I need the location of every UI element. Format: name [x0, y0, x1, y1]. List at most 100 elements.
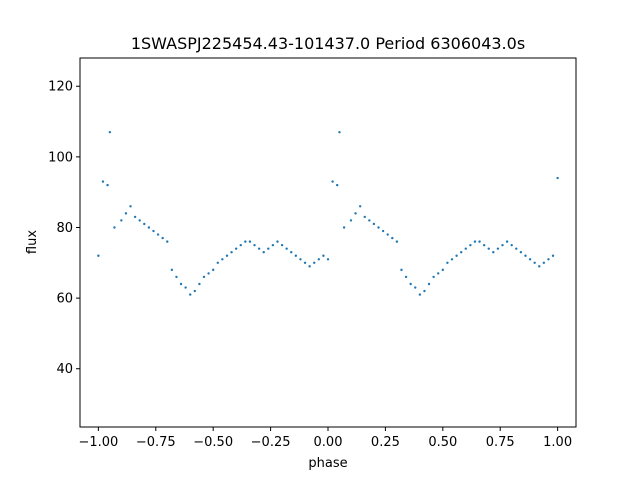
- x-tick-label: −1.00: [78, 435, 118, 450]
- data-point: [166, 240, 169, 243]
- data-point: [138, 219, 141, 222]
- data-point: [276, 240, 279, 243]
- x-tick-label: −0.50: [193, 435, 233, 450]
- data-point: [473, 240, 477, 243]
- x-tick-label: −0.25: [251, 435, 291, 450]
- data-point: [400, 268, 403, 272]
- data-point: [179, 282, 183, 286]
- data-point: [381, 229, 385, 233]
- data-point: [207, 272, 210, 275]
- x-tick-label: 0.50: [428, 435, 457, 450]
- data-point: [354, 212, 357, 215]
- data-point: [432, 275, 435, 279]
- data-point: [423, 289, 426, 293]
- data-point: [313, 261, 316, 265]
- x-tick-label: 0.75: [486, 435, 515, 450]
- data-point: [496, 247, 500, 250]
- data-point: [519, 251, 523, 254]
- data-point: [335, 183, 339, 187]
- data-point: [285, 247, 288, 250]
- data-point: [234, 247, 238, 250]
- data-point: [427, 282, 431, 286]
- data-point: [386, 233, 389, 236]
- data-point: [492, 251, 495, 254]
- data-point: [487, 247, 490, 250]
- data-point: [267, 247, 270, 250]
- data-point: [253, 243, 256, 247]
- x-tick-label: −0.75: [136, 435, 176, 450]
- chart-title: 1SWASPJ225454.43-101437.0 Period 6306043…: [131, 34, 525, 53]
- data-point: [418, 293, 422, 296]
- data-point: [299, 258, 302, 261]
- data-point: [271, 243, 275, 247]
- x-axis-label: phase: [308, 456, 347, 471]
- scatter-points: [97, 130, 559, 296]
- data-point: [450, 258, 454, 261]
- data-point: [101, 180, 105, 183]
- data-point: [129, 205, 132, 208]
- data-point: [113, 226, 116, 229]
- data-point: [441, 268, 445, 272]
- data-point: [198, 282, 201, 286]
- data-point: [216, 261, 219, 265]
- data-point: [459, 251, 463, 254]
- data-point: [202, 275, 206, 279]
- data-point: [551, 254, 555, 257]
- data-point: [372, 222, 376, 226]
- data-point: [308, 265, 311, 268]
- data-point: [395, 240, 399, 243]
- data-point: [322, 254, 325, 257]
- data-point: [358, 205, 362, 208]
- y-tick-label: 80: [56, 221, 73, 236]
- data-point: [414, 286, 417, 289]
- data-point: [193, 289, 197, 293]
- data-point: [331, 180, 334, 183]
- data-point: [280, 243, 284, 247]
- y-tick-label: 40: [56, 362, 73, 377]
- x-tick-label: 0.25: [371, 435, 400, 450]
- data-point: [175, 275, 178, 279]
- data-point: [404, 275, 408, 279]
- data-point: [533, 261, 536, 265]
- data-point: [244, 240, 247, 243]
- data-point: [478, 240, 481, 243]
- data-point: [120, 219, 123, 222]
- data-point: [221, 258, 224, 261]
- data-point: [143, 222, 146, 226]
- data-point: [147, 226, 151, 229]
- data-point: [482, 243, 486, 247]
- data-point: [257, 247, 261, 250]
- data-point: [409, 282, 412, 286]
- data-point: [368, 219, 371, 222]
- data-point: [156, 233, 160, 236]
- data-point: [538, 265, 541, 268]
- data-point: [326, 258, 330, 261]
- data-point: [239, 243, 242, 247]
- y-tick-label: 100: [48, 150, 73, 165]
- data-point: [338, 130, 341, 134]
- data-point: [170, 268, 174, 272]
- data-point: [363, 215, 366, 219]
- data-point: [133, 215, 137, 219]
- data-point: [317, 258, 321, 261]
- data-point: [189, 293, 192, 296]
- y-axis-ticks: 40 60 80 100 120: [48, 80, 80, 377]
- data-point: [510, 243, 513, 247]
- data-point: [515, 247, 518, 250]
- data-point: [262, 251, 265, 254]
- data-point: [542, 261, 546, 265]
- data-point: [464, 247, 467, 250]
- data-point: [547, 258, 550, 261]
- data-point: [294, 254, 298, 257]
- y-tick-label: 60: [56, 292, 73, 307]
- x-tick-label: 1.00: [543, 435, 572, 450]
- data-point: [377, 226, 380, 229]
- data-point: [152, 229, 155, 233]
- data-point: [108, 130, 112, 134]
- data-point: [469, 243, 472, 247]
- data-point: [501, 243, 504, 247]
- data-point: [248, 240, 252, 243]
- x-axis-ticks: −1.00 −0.75 −0.50 −0.25 0.00 0.25 0.50 0.75 1.00: [78, 427, 572, 450]
